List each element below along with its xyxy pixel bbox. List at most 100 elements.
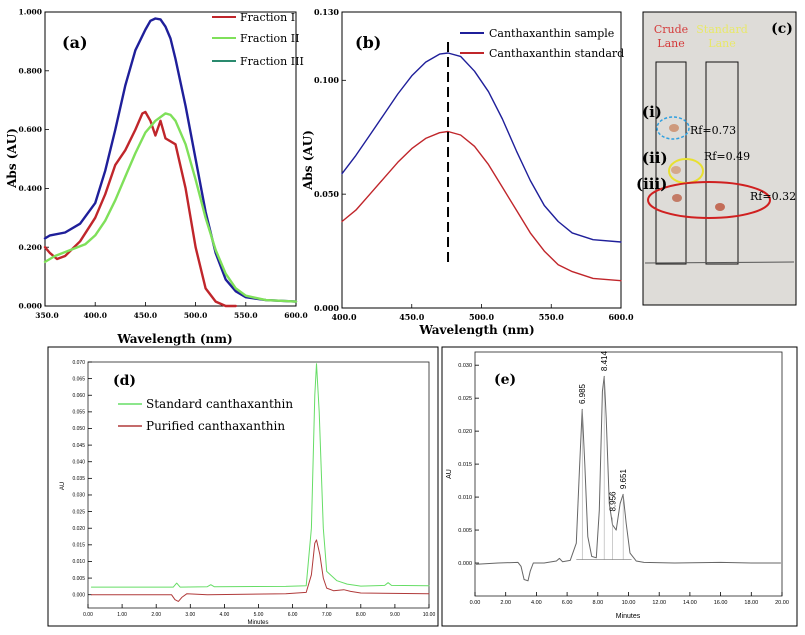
standard-lane-box xyxy=(705,61,739,265)
panel-e-series-chromatogram xyxy=(476,375,781,582)
panel-a-ytick-label: 1.000 xyxy=(19,8,43,17)
panel-b-xtick-label: 500.0 xyxy=(469,312,494,322)
peak-label: 9.651 xyxy=(619,469,628,490)
panel-d-ytick-label: 0.030 xyxy=(72,493,85,499)
spot-i xyxy=(669,124,679,132)
peak-label: 8.414 xyxy=(600,351,609,372)
panel-a-frame xyxy=(44,11,297,307)
panel-d-ticks: 0.00 1.00 2.00 3.00 4.00 5.00 6.00 7.00 8.00 9.00… xyxy=(72,360,435,618)
panel-b-series-canthaxanthin-standard xyxy=(341,130,622,282)
panel-b-xtick-label: 600.0 xyxy=(608,312,633,322)
panel-d-ytick-label: 0.020 xyxy=(72,526,85,532)
panel-d-xtick-label: 0.00 xyxy=(83,612,93,618)
panel-e-ytick-label: 0.015 xyxy=(458,462,472,468)
crude-lane-label: Crude Lane xyxy=(654,23,688,50)
panel-a-legend: Fraction I Fraction II Fraction III xyxy=(212,11,304,68)
legend-fraction-ii: Fraction II xyxy=(240,32,299,45)
panel-b-series xyxy=(341,52,622,282)
panel-e-ticks: 0.00 2.00 4.00 6.00 8.00 10.00 12.00 14.00 16.00… xyxy=(458,363,789,606)
panel-b-ytick-label: 0.050 xyxy=(314,189,339,199)
panel-a-label: (a) xyxy=(62,33,88,52)
panel-d-xtick-label: 7.00 xyxy=(322,612,332,618)
panel-a-xtick-label: 400.0 xyxy=(83,311,107,320)
legend-fraction-i: Fraction I xyxy=(240,11,295,24)
panel-d-ytick-label: 0.065 xyxy=(72,376,85,382)
panel-e-xtick-label: 4.00 xyxy=(531,600,542,606)
panel-d-ytick-label: 0.010 xyxy=(72,559,85,565)
panel-d-xtick-label: 9.00 xyxy=(390,612,400,618)
panel-a: 350.0 400.0 450.0 500.0 550.0 600.0 0.000 0.200… xyxy=(5,8,308,346)
panel-a-xlabel: Wavelength (nm) xyxy=(116,332,232,346)
rf-value-iii: Rf=0.32 xyxy=(750,190,796,203)
panel-d-label: (d) xyxy=(113,373,136,389)
panel-d-ytick-label: 0.035 xyxy=(72,476,85,482)
panel-b-series-canthaxanthin-sample xyxy=(341,52,622,243)
panel-a-ytick-label: 0.600 xyxy=(19,125,43,134)
legend-standard: Canthaxanthin standard xyxy=(489,47,624,60)
panel-b-ytick-label: 0.130 xyxy=(314,7,339,17)
panel-a-ytick-label: 0.800 xyxy=(19,66,43,75)
peak-label: 6.985 xyxy=(578,383,587,404)
panel-e-xlabel: Minutes xyxy=(616,613,641,620)
panel-c: (c) Crude Lane Standard Lane (i) (ii) (iii… xyxy=(636,11,797,306)
panel-a-series-fraction-ii xyxy=(43,112,298,303)
panel-d-ytick-label: 0.055 xyxy=(72,410,85,416)
panel-a-xtick-label: 350.0 xyxy=(35,311,59,320)
peak-label: 8.956 xyxy=(608,491,617,512)
panel-d-xlabel: Minutes xyxy=(247,620,268,626)
panel-a-xtick-label: 500.0 xyxy=(184,311,208,320)
panel-d-ylabel: AU xyxy=(60,482,66,490)
panel-e-ytick-label: 0.005 xyxy=(458,528,472,534)
legend-purified-canthaxanthin: Purified canthaxanthin xyxy=(146,419,285,433)
panel-b-ytick-label: 0.100 xyxy=(314,75,339,85)
panel-e-xtick-label: 16.00 xyxy=(714,600,728,606)
panel-e-frame xyxy=(441,346,798,627)
panel-d-xtick-label: 2.00 xyxy=(151,612,161,618)
panel-b-xtick-label: 550.0 xyxy=(539,312,564,322)
solvent-baseline xyxy=(644,261,795,264)
panel-b-ytick-label: 0.000 xyxy=(314,303,339,313)
panel-b-xtick-label: 450.0 xyxy=(399,312,424,322)
panel-d-series-purified-canthaxanthin xyxy=(90,539,430,602)
panel-e-ytick-label: 0.030 xyxy=(458,363,472,369)
panel-d-ytick-label: 0.060 xyxy=(72,393,85,399)
panel-a-ytick-label: 0.200 xyxy=(19,243,43,252)
panel-d-frame xyxy=(47,346,439,627)
panel-c-label: (c) xyxy=(771,21,793,37)
panel-e-ytick-label: 0.000 xyxy=(458,561,472,567)
panel-b-ticks: 400.0 450.0 500.0 550.0 600.0 0.000 0.050 0.100… xyxy=(314,7,634,322)
panel-e-series xyxy=(476,375,781,582)
panel-e-label: (e) xyxy=(494,372,516,388)
spot-iii-crude xyxy=(672,194,682,202)
panel-e-ytick-label: 0.010 xyxy=(458,495,472,501)
panel-e-xtick-label: 20.00 xyxy=(775,600,789,606)
panel-d-ytick-label: 0.015 xyxy=(72,543,85,549)
panel-d-ytick-label: 0.000 xyxy=(72,592,85,598)
panel-a-ytick-label: 0.000 xyxy=(19,302,43,311)
panel-b-label: (b) xyxy=(355,33,381,52)
panel-a-xtick-label: 450.0 xyxy=(134,311,158,320)
panel-d-ytick-label: 0.005 xyxy=(72,576,85,582)
panel-a-xtick-label: 600.0 xyxy=(284,311,308,320)
panel-c-frame xyxy=(642,11,797,306)
panel-d-xtick-label: 1.00 xyxy=(117,612,127,618)
rf-value-ii: Rf=0.49 xyxy=(704,150,750,163)
legend-sample: Canthaxanthin sample xyxy=(489,27,614,40)
panel-e-xtick-label: 0.00 xyxy=(470,600,481,606)
panel-a-xtick-label: 550.0 xyxy=(234,311,258,320)
circle-i xyxy=(656,116,690,140)
panel-e-xtick-label: 18.00 xyxy=(744,600,758,606)
panel-d-legend: Standard canthaxanthin Purified canthaxa… xyxy=(118,397,293,433)
panel-d-xtick-label: 5.00 xyxy=(254,612,264,618)
panel-b-xtick-label: 400.0 xyxy=(331,312,356,322)
panel-e-ytick-label: 0.025 xyxy=(458,396,472,402)
panel-d-ytick-label: 0.045 xyxy=(72,443,85,449)
panel-a-series-fraction-i xyxy=(43,110,237,308)
panel-d-xtick-label: 4.00 xyxy=(220,612,230,618)
panel-e-xtick-label: 14.00 xyxy=(683,600,697,606)
panel-d: 0.00 1.00 2.00 3.00 4.00 5.00 6.00 7.00 8.00 9.00… xyxy=(47,346,439,627)
panel-e-ytick-label: 0.020 xyxy=(458,429,472,435)
panel-b-ylabel: Abs (AU) xyxy=(301,130,315,191)
